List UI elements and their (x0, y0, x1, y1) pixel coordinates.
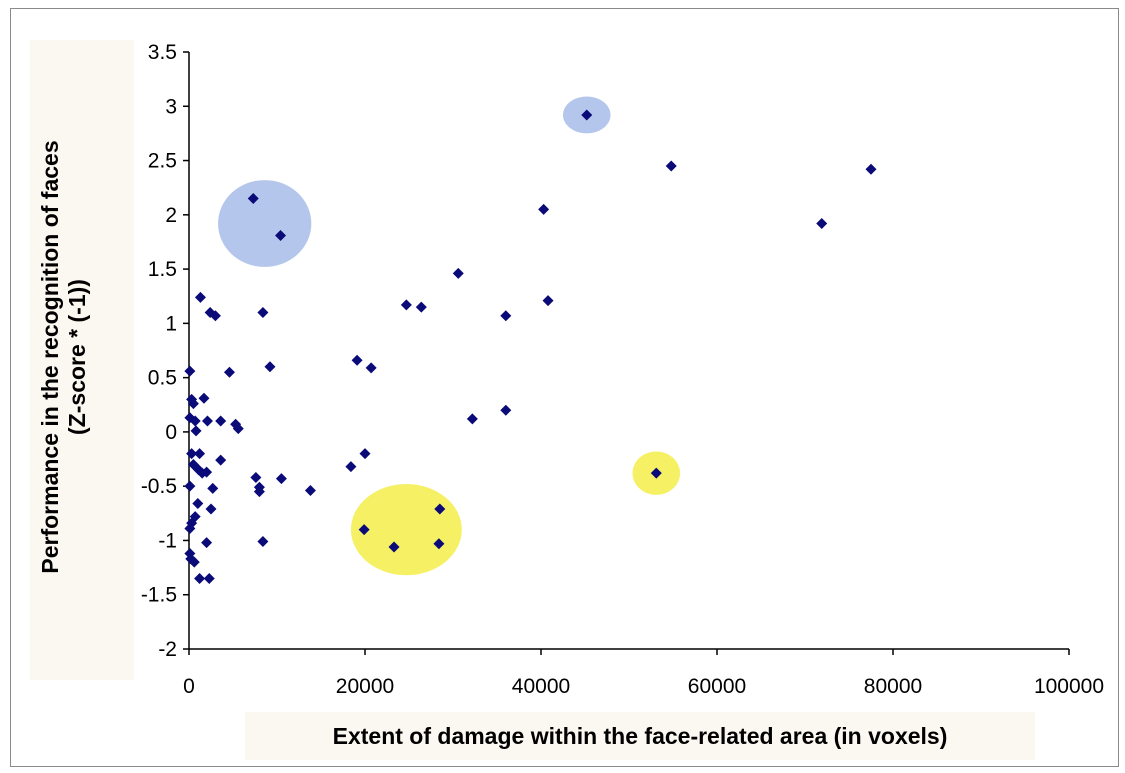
data-point (190, 425, 202, 437)
y-tick-label: 3.5 (148, 41, 177, 64)
y-tick-label: 0 (165, 421, 177, 444)
y-axis-title: Performance in the recognition of faces … (37, 140, 90, 573)
highlight-ellipses (218, 96, 681, 576)
data-point (581, 109, 593, 121)
x-tick-label: 100000 (1034, 675, 1104, 698)
data-points (184, 109, 877, 584)
data-point (433, 538, 445, 550)
y-axis-ticks: -2 -1.5 -1 -0.5 0 0.5 1 1.5 2 2.5 3 3.5 (141, 41, 189, 661)
y-tick-label: 2.5 (148, 150, 177, 173)
data-point (232, 423, 244, 435)
y-tick-label: 3 (165, 95, 177, 118)
data-point (358, 524, 370, 536)
data-point (275, 229, 287, 241)
data-point (466, 413, 478, 425)
data-point (452, 267, 464, 279)
data-point (253, 486, 265, 498)
x-axis-label-background (245, 712, 1035, 760)
data-point (542, 295, 554, 307)
y-axis-title-line-1: Performance in the recognition of faces (37, 140, 63, 573)
y-axis-label-background (30, 40, 134, 680)
x-tick-label: 60000 (688, 675, 746, 698)
y-tick-label: -0.5 (141, 475, 177, 498)
data-point (215, 454, 227, 466)
y-tick-label: 0.5 (148, 367, 177, 390)
data-point (184, 480, 196, 492)
data-point (304, 485, 316, 497)
data-point (345, 461, 357, 473)
data-point (275, 473, 287, 485)
data-point (198, 392, 210, 404)
x-axis-ticks: 0 20000 40000 60000 80000 100000 (183, 649, 1104, 698)
data-point (415, 301, 427, 313)
y-tick-label: -2 (158, 638, 177, 661)
data-point (184, 523, 196, 535)
data-point (209, 310, 221, 322)
data-point (388, 541, 400, 553)
x-tick-label: 80000 (864, 675, 922, 698)
axes (188, 52, 1069, 650)
data-point (188, 556, 200, 568)
x-tick-label: 20000 (336, 675, 394, 698)
data-point (187, 398, 199, 410)
data-point (201, 466, 213, 478)
data-point (201, 537, 213, 549)
data-point (400, 299, 412, 311)
data-point (192, 498, 204, 510)
data-point (250, 471, 262, 483)
y-tick-label: -1.5 (141, 584, 177, 607)
data-point (194, 291, 206, 303)
data-point (538, 203, 550, 215)
data-point (365, 362, 377, 374)
data-point (201, 415, 213, 427)
data-point (434, 503, 446, 515)
data-point (194, 572, 206, 584)
data-point (215, 415, 227, 427)
chart-frame (10, 8, 1119, 767)
data-point (359, 448, 371, 460)
y-tick-label: 1.5 (148, 258, 177, 281)
data-point (665, 160, 677, 172)
data-point (247, 193, 259, 205)
data-point (650, 467, 662, 479)
data-point (205, 503, 217, 515)
data-point (500, 404, 512, 416)
data-point (194, 448, 206, 460)
x-tick-label: 0 (183, 675, 195, 698)
data-point (257, 536, 269, 548)
data-point (184, 365, 196, 377)
data-point (264, 361, 276, 373)
data-point (257, 307, 269, 319)
data-point (186, 448, 198, 460)
data-point (500, 310, 512, 322)
data-point (203, 572, 215, 584)
data-point (207, 482, 219, 494)
data-point (865, 163, 877, 175)
y-tick-label: 1 (165, 312, 177, 335)
highlight-ellipse-3 (350, 484, 462, 576)
x-axis-title: Extent of damage within the face-related… (333, 723, 948, 749)
data-point (189, 415, 201, 427)
y-tick-label: 2 (165, 204, 177, 227)
y-tick-label: -1 (158, 529, 177, 552)
y-axis-title-line-2: (Z-score * (-1)) (64, 279, 90, 435)
highlight-ellipse-1 (218, 180, 312, 267)
data-point (223, 366, 235, 378)
data-point (816, 218, 828, 230)
data-point (351, 354, 363, 366)
x-tick-label: 40000 (512, 675, 570, 698)
